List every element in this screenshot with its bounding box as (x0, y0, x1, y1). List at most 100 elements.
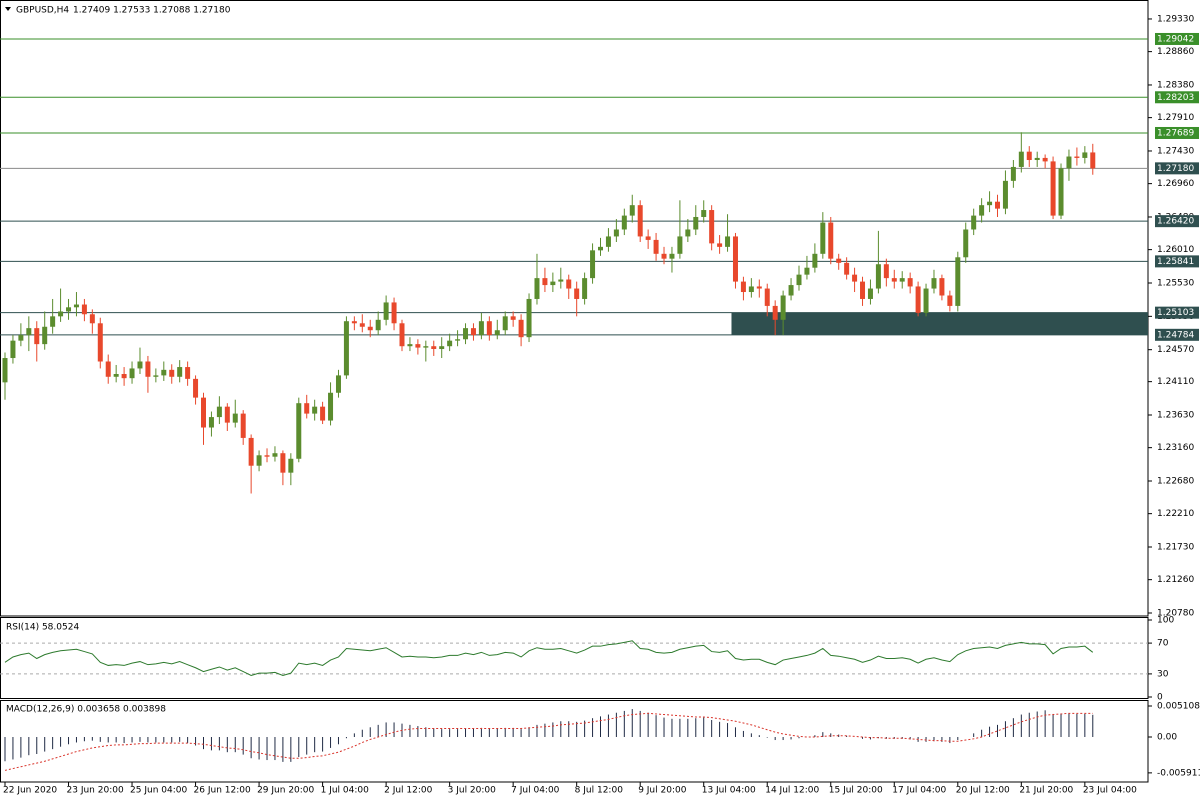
candle-body (899, 278, 905, 282)
candle-body (478, 321, 484, 336)
candle-body (661, 253, 667, 259)
candle-body (113, 374, 119, 377)
candle-body (582, 278, 588, 299)
candle-body (89, 314, 95, 324)
candle-body (343, 321, 349, 376)
candle-body (296, 403, 302, 459)
candle-body (1034, 157, 1040, 161)
candle-body (907, 278, 913, 287)
candle-body (852, 274, 858, 282)
x-tick-label: 23 Jul 04:00 (1083, 786, 1137, 796)
candle-body (272, 453, 278, 457)
candle-body (391, 302, 397, 324)
level-label-box (1155, 91, 1199, 104)
candle-body (248, 437, 254, 466)
level-label-box (1155, 306, 1199, 319)
candle-body (804, 267, 810, 275)
candle-body (121, 374, 127, 379)
candle-body (645, 236, 651, 240)
candle-body (947, 295, 953, 306)
x-tick-label: 2 Jul 12:00 (384, 786, 433, 796)
candle-body (470, 328, 476, 336)
y-tick-label: 1.22210 (1157, 509, 1194, 519)
candle-body (653, 239, 659, 254)
candle-body (764, 288, 770, 306)
x-tick-label: 21 Jul 20:00 (1019, 786, 1073, 796)
candle-body (216, 406, 222, 418)
y-tick-label: 1.26960 (1157, 179, 1194, 189)
x-tick-label: 15 Jul 20:00 (829, 786, 883, 796)
candle-body (613, 229, 619, 237)
candle-body (629, 205, 635, 216)
candle-body (264, 455, 270, 457)
candle-body (42, 326, 48, 345)
candle-body (304, 403, 310, 414)
rsi-panel (0, 617, 1149, 699)
y-tick-label: 1.28380 (1157, 80, 1194, 90)
candle-body (796, 274, 802, 286)
y-tick-label: 1.27430 (1157, 146, 1194, 156)
rsi-line (4, 640, 1094, 676)
candle-body (26, 328, 32, 336)
ohlc-readout: 1.27409 1.27533 1.27088 1.27180 (73, 6, 231, 16)
y-tick-label: 1.24110 (1157, 377, 1194, 387)
level-label: 1.26420 (1157, 217, 1194, 227)
x-tick-label: 9 Jul 20:00 (638, 786, 687, 796)
x-tick-label: 17 Jul 04:00 (892, 786, 946, 796)
zone (731, 312, 1148, 335)
candle-body (732, 236, 738, 282)
candle-body (717, 243, 723, 247)
y-tick-label: 1.21730 (1157, 543, 1194, 553)
candle-body (335, 375, 341, 393)
y-tick-label: 30 (1157, 669, 1169, 679)
candle-body (780, 295, 786, 320)
candle-body (502, 316, 508, 331)
candle-body (820, 222, 826, 254)
candle-body (431, 346, 437, 349)
x-tick-label: 23 Jun 20:00 (67, 786, 124, 796)
candle-body (407, 344, 413, 347)
candle-body (621, 215, 627, 230)
candle-body (486, 321, 492, 336)
candle-body (788, 285, 794, 296)
x-tick-label: 13 Jul 04:00 (702, 786, 756, 796)
candle-body (288, 458, 294, 473)
candle-body (1010, 166, 1016, 181)
candle-body (1018, 151, 1024, 167)
candle-body (550, 281, 556, 286)
candle-body (1074, 156, 1080, 158)
candle-body (439, 346, 445, 349)
y-tick-label: 1.23630 (1157, 410, 1194, 420)
candle-body (81, 304, 87, 315)
candle-body (320, 406, 326, 421)
y-tick-label: 1.20780 (1157, 609, 1194, 619)
level-label-box (1155, 215, 1199, 228)
y-tick-label: 70 (1157, 639, 1169, 649)
candle-body (193, 378, 199, 398)
candle-body (137, 361, 143, 369)
y-tick-label: 1.28860 (1157, 47, 1194, 57)
candle-body (351, 321, 357, 324)
level-label-box (1155, 328, 1199, 341)
candle-body (2, 358, 8, 383)
candle-body (455, 339, 461, 341)
candle-body (558, 279, 564, 282)
x-tick-label: 7 Jul 04:00 (511, 786, 560, 796)
candle-body (590, 250, 596, 279)
candle-body (867, 288, 873, 299)
candle-body (526, 298, 532, 338)
candle-body (1058, 168, 1064, 216)
candle-body (145, 361, 151, 377)
candle-body (208, 417, 214, 428)
candle-body (328, 392, 334, 421)
menu-arrow[interactable] (5, 7, 11, 11)
candle-body (415, 344, 421, 348)
candle-body (1050, 161, 1056, 216)
candle-body (73, 304, 79, 308)
candle-body (280, 453, 286, 473)
candle-body (375, 319, 381, 331)
candle-body (939, 278, 945, 296)
candle-body (161, 369, 167, 376)
candle-body (232, 413, 238, 423)
